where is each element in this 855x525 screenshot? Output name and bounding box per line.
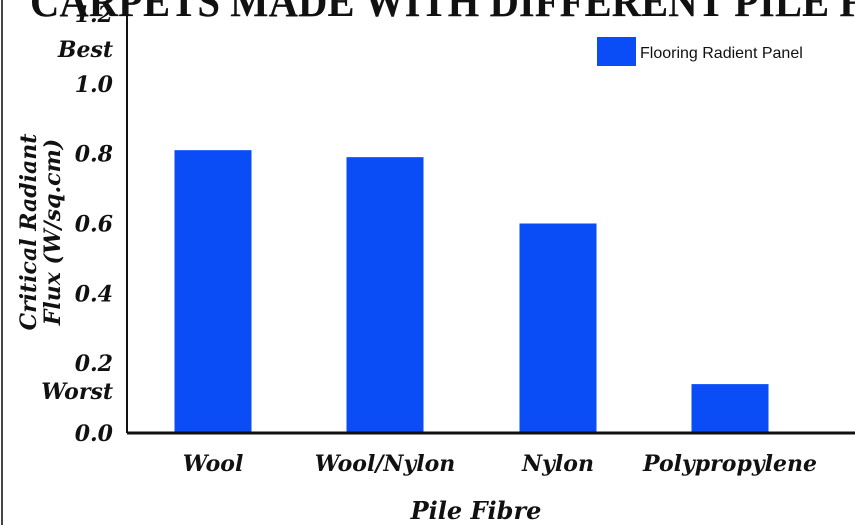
legend-label: Flooring Radient Panel (640, 45, 803, 62)
chart-title: CARPETS MADE WITH DIFFERENT PILE FI (30, 0, 855, 26)
y-tick-label: 0.0 (75, 421, 114, 447)
legend: Flooring Radient Panel (597, 37, 803, 66)
y-tick-label: 0.6 (75, 212, 113, 238)
y-axis-title: Critical Radiant Flux (W/sq.cm) (16, 134, 66, 331)
y-tick-label: 0.8 (75, 142, 113, 168)
y-tick-label: 0.4 (75, 281, 113, 307)
x-axis-title: Pile Fibre (410, 496, 542, 525)
y-annotation-worst: Worst (41, 379, 113, 405)
y-axis-title-line2: Flux (W/sq.cm) (40, 139, 66, 326)
bar-polypropylene (691, 384, 769, 433)
y-annotation-best: Best (57, 37, 113, 63)
y-tick-labels: 0.0 0.2 0.4 0.6 0.8 1.0 1.2 (75, 2, 114, 447)
y-axis-title-line1: Critical Radiant (16, 134, 42, 331)
bar-wool-nylon (346, 157, 424, 434)
bar-nylon (519, 223, 597, 433)
y-annotations: Best Worst (41, 37, 113, 405)
bars-group (174, 150, 769, 434)
x-tick-label: Wool/Nylon (315, 451, 456, 477)
x-tick-label: Nylon (521, 451, 594, 477)
y-tick-label: 1.2 (75, 2, 113, 28)
legend-swatch (597, 37, 636, 66)
y-tick-label: 1.0 (75, 72, 114, 98)
bar-wool (174, 150, 252, 434)
x-tick-label: Wool (183, 451, 244, 477)
x-tick-label: Polypropylene (642, 451, 817, 477)
x-tick-labels: Wool Wool/Nylon Nylon Polypropylene (183, 451, 817, 477)
y-tick-label: 0.2 (75, 351, 113, 377)
